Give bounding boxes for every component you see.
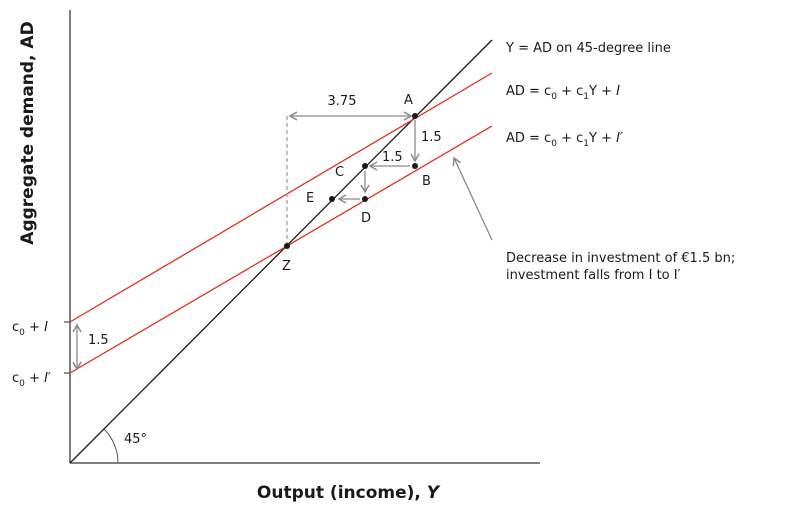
point-e [329,196,335,202]
label-b: B [422,174,431,189]
drop-label: 1.5 [421,130,442,145]
legend-ad-original: AD = c0 + c1Y + I [506,84,620,102]
ad-line-new [69,125,493,374]
intercept-gap-label: 1.5 [88,333,109,348]
annotation-line-2: investment falls from I to I′ [506,268,681,283]
angle-label: 45° [124,432,147,447]
intercept-label-upper: c0 + I [12,320,48,338]
label-c: C [335,165,344,180]
label-z: Z [282,259,291,274]
horizontal-measure-label: 3.75 [328,94,357,109]
label-d: D [361,211,371,226]
ad-line-original [69,72,493,323]
intercept-label-lower: c0 + I′ [12,371,51,389]
point-c [362,163,368,169]
line-45-degree [69,39,493,464]
point-a [412,113,418,119]
y-axis-title: Aggregate demand, AD [18,21,38,244]
point-d [362,196,368,202]
legend-ad-new: AD = c0 + c1Y + I′ [506,131,623,149]
label-e: E [306,191,314,206]
label-a: A [404,93,413,108]
x-axis-title: Output (income), Y [257,483,441,503]
point-b [412,163,418,169]
angle-arc [103,428,119,464]
point-z [284,243,290,249]
legend-45-line: Y = AD on 45-degree line [505,41,671,56]
step-label: 1.5 [382,150,403,165]
annotation-arrow [452,156,493,241]
annotation-line-1: Decrease in investment of €1.5 bn; [506,251,735,266]
